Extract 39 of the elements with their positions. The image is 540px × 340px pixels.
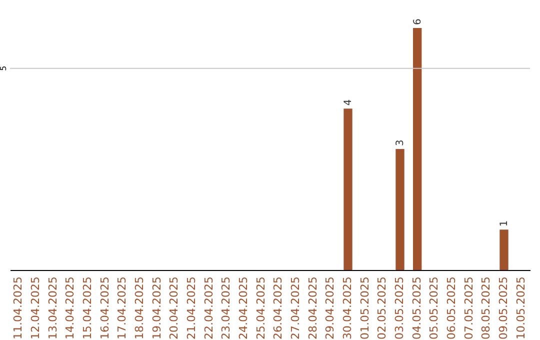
x-tick-label: 26.04.2025 bbox=[272, 276, 285, 340]
x-tick-label: 27.04.2025 bbox=[289, 276, 302, 340]
x-tick-label: 11.04.2025 bbox=[12, 276, 25, 340]
x-tick-label: 17.04.2025 bbox=[116, 276, 129, 340]
x-tick-label: 01.05.2025 bbox=[358, 276, 372, 340]
x-tick-label: 02.05.2025 bbox=[376, 276, 389, 340]
bar bbox=[344, 108, 352, 270]
x-tick-label: 07.05.2025 bbox=[462, 276, 476, 340]
x-tick-label: 06.05.2025 bbox=[445, 276, 458, 340]
x-tick-label: 13.04.2025 bbox=[46, 276, 60, 340]
x-tick-label: 18.04.2025 bbox=[133, 276, 146, 340]
x-tick-label: 16.04.2025 bbox=[98, 276, 112, 340]
x-tick-label: 24.04.2025 bbox=[237, 276, 250, 340]
x-tick-label: 03.05.2025 bbox=[393, 276, 406, 340]
data-label: 4 bbox=[343, 99, 354, 106]
x-tick-label: 12.04.2025 bbox=[29, 276, 42, 340]
bar bbox=[500, 230, 508, 270]
x-tick-label: 25.04.2025 bbox=[254, 276, 268, 340]
x-tick-label: 08.05.2025 bbox=[480, 276, 493, 340]
x-tick-label: 28.04.2025 bbox=[306, 276, 320, 340]
x-tick-label: 04.05.2025 bbox=[410, 276, 424, 340]
x-tick-label: 21.04.2025 bbox=[185, 276, 198, 340]
data-label: 1 bbox=[499, 220, 510, 227]
x-tick-label: 19.04.2025 bbox=[150, 276, 164, 340]
x-tick-label: 05.05.2025 bbox=[428, 276, 441, 340]
x-tick-label: 22.04.2025 bbox=[202, 276, 216, 340]
x-tick-label: 14.04.2025 bbox=[64, 276, 77, 340]
x-tick-label: 20.04.2025 bbox=[168, 276, 181, 340]
bar bbox=[396, 149, 404, 270]
x-tick-label: 10.05.2025 bbox=[514, 276, 528, 340]
data-label: 6 bbox=[412, 18, 424, 25]
data-label: 3 bbox=[395, 140, 406, 146]
bar bbox=[413, 28, 422, 270]
x-tick-label: 29.04.2025 bbox=[324, 276, 337, 340]
x-tick-label: 23.04.2025 bbox=[220, 276, 233, 340]
x-tick-label: 30.04.2025 bbox=[341, 276, 354, 340]
ref-line-label: 5 bbox=[0, 66, 8, 71]
x-tick-label: 09.05.2025 bbox=[497, 276, 510, 340]
x-tick-label: 15.04.2025 bbox=[81, 276, 94, 340]
